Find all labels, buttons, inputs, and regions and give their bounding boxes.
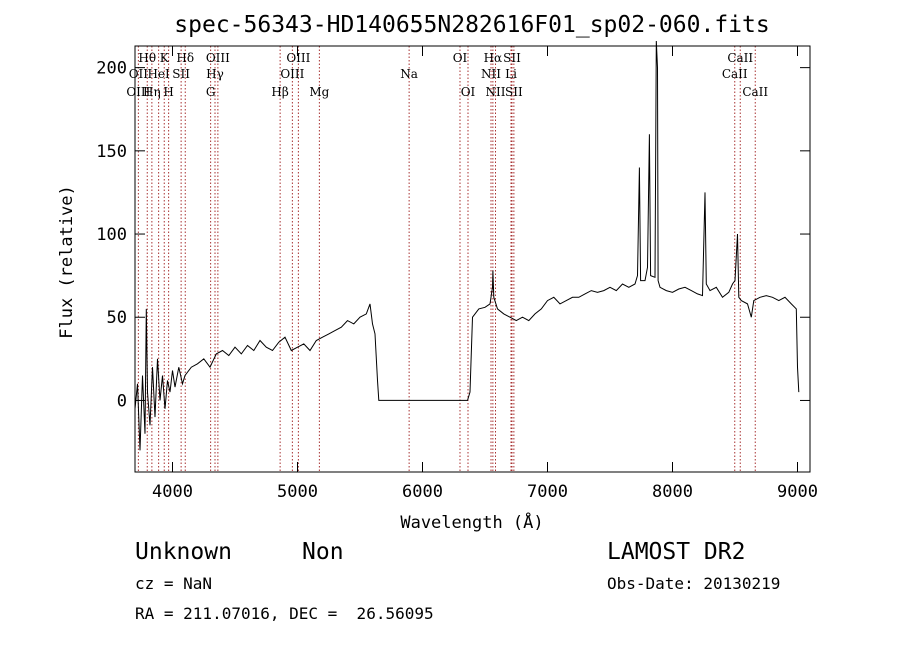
observation-date: Obs-Date: 20130219: [607, 574, 781, 593]
object-class: Unknown: [135, 539, 232, 565]
plot-frame: [134, 45, 811, 473]
line-label: Hβ: [271, 85, 288, 99]
line-label: K: [160, 51, 170, 65]
axes: 4000 5000 6000 7000 8000 9000 0 50 100 150 200: [96, 45, 818, 502]
line-label: OI: [461, 85, 476, 99]
line-labels: Hθ OII OIII K HeI Hη H Hδ SII OIII Hγ G OIII OIII Hβ Mg…: [126, 51, 768, 99]
series-group: [134, 40, 800, 451]
line-label: H: [163, 85, 173, 99]
coordinates: RA = 211.07016, DEC = 26.56095: [135, 604, 434, 623]
line-label: SII: [172, 67, 190, 81]
y-tick-label: 0: [117, 391, 127, 411]
x-tick-label: 6000: [402, 482, 443, 502]
chart-title: spec-56343-HD140655N282616F01_sp02-060.f…: [174, 12, 769, 38]
line-label: G: [206, 85, 216, 99]
line-label: NII: [481, 67, 501, 81]
spectrum-line: [134, 40, 800, 451]
line-label: Hθ: [138, 51, 156, 65]
line-label: CaII: [722, 67, 748, 81]
x-tick-label: 4000: [152, 482, 193, 502]
line-label: Hγ: [206, 67, 224, 81]
x-axis-label: Wavelength (Å): [400, 511, 543, 533]
line-label: Na: [400, 67, 418, 81]
line-label: OIII: [126, 85, 150, 99]
survey-name: LAMOST DR2: [607, 539, 746, 565]
line-label: Hη: [143, 85, 161, 99]
line-markers: [137, 46, 756, 472]
y-axis-label: Flux (relative): [57, 185, 77, 339]
redshift-value: cz = NaN: [135, 574, 213, 593]
line-label: OIII: [286, 51, 310, 65]
line-label: Li: [505, 67, 517, 81]
x-tick-label: 7000: [527, 482, 568, 502]
line-label: SII: [503, 51, 521, 65]
x-tick-label: 8000: [652, 482, 693, 502]
x-tick-label: 5000: [277, 482, 318, 502]
x-tick-label: 9000: [777, 482, 818, 502]
y-tick-label: 100: [96, 225, 127, 245]
line-label: HeI: [147, 67, 170, 81]
line-label: OI: [453, 51, 468, 65]
line-label: SII: [505, 85, 523, 99]
line-label: OIII: [206, 51, 230, 65]
line-label: OIII: [280, 67, 304, 81]
y-tick-label: 150: [96, 142, 127, 162]
y-tick-label: 200: [96, 59, 127, 79]
line-label: CaII: [727, 51, 753, 65]
line-label: Mg: [309, 85, 329, 99]
line-label: NII: [486, 85, 506, 99]
object-subclass: Non: [302, 539, 344, 565]
line-label: OII: [129, 67, 149, 81]
line-label: Hα: [484, 51, 503, 65]
y-tick-label: 50: [107, 308, 127, 328]
line-label: Hδ: [176, 51, 194, 65]
line-label: CaII: [742, 85, 768, 99]
